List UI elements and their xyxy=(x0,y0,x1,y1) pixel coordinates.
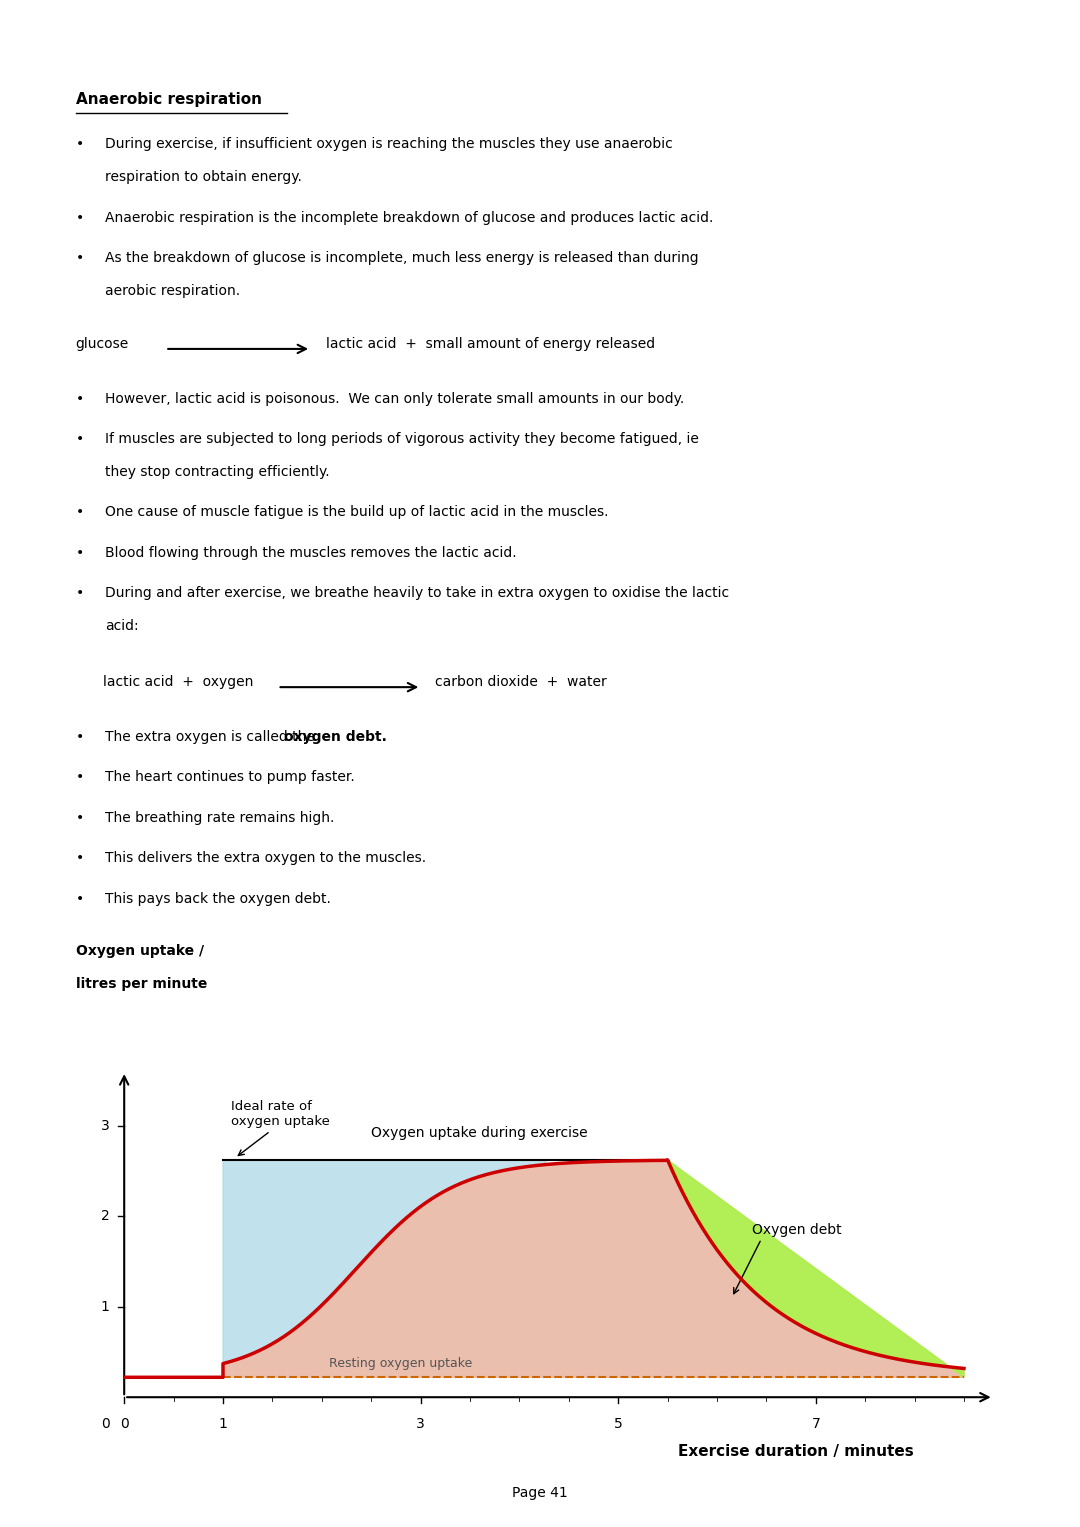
Text: Ideal rate of
oxygen uptake: Ideal rate of oxygen uptake xyxy=(231,1101,329,1128)
Text: This delivers the extra oxygen to the muscles.: This delivers the extra oxygen to the mu… xyxy=(105,851,426,866)
Text: One cause of muscle fatigue is the build up of lactic acid in the muscles.: One cause of muscle fatigue is the build… xyxy=(105,505,608,519)
Text: Oxygen uptake during exercise: Oxygen uptake during exercise xyxy=(372,1125,588,1141)
Text: During exercise, if insufficient oxygen is reaching the muscles they use anaerob: During exercise, if insufficient oxygen … xyxy=(105,137,673,151)
Text: 1: 1 xyxy=(100,1299,109,1313)
Text: The extra oxygen is called the: The extra oxygen is called the xyxy=(105,730,319,744)
Text: oxygen debt.: oxygen debt. xyxy=(284,730,387,744)
Text: •: • xyxy=(76,211,84,224)
Polygon shape xyxy=(222,1161,964,1377)
Text: aerobic respiration.: aerobic respiration. xyxy=(105,284,240,298)
Text: 2: 2 xyxy=(100,1209,109,1223)
Text: This pays back the oxygen debt.: This pays back the oxygen debt. xyxy=(105,892,330,906)
Text: Anaerobic respiration is the incomplete breakdown of glucose and produces lactic: Anaerobic respiration is the incomplete … xyxy=(105,211,713,224)
Text: 3: 3 xyxy=(100,1118,109,1133)
Text: During and after exercise, we breathe heavily to take in extra oxygen to oxidise: During and after exercise, we breathe he… xyxy=(105,586,729,600)
Text: •: • xyxy=(76,892,84,906)
Text: acid:: acid: xyxy=(105,618,138,634)
Text: The breathing rate remains high.: The breathing rate remains high. xyxy=(105,811,334,825)
Text: •: • xyxy=(76,505,84,519)
Text: 1: 1 xyxy=(218,1417,228,1431)
Text: •: • xyxy=(76,250,84,266)
Text: •: • xyxy=(76,432,84,446)
Text: Exercise duration / minutes: Exercise duration / minutes xyxy=(678,1445,914,1460)
Text: carbon dioxide  +  water: carbon dioxide + water xyxy=(435,675,607,689)
Text: •: • xyxy=(76,545,84,560)
Polygon shape xyxy=(667,1161,964,1377)
Text: As the breakdown of glucose is incomplete, much less energy is released than dur: As the breakdown of glucose is incomplet… xyxy=(105,250,699,266)
Text: litres per minute: litres per minute xyxy=(76,977,207,991)
Text: However, lactic acid is poisonous.  We can only tolerate small amounts in our bo: However, lactic acid is poisonous. We ca… xyxy=(105,391,684,406)
Text: Oxygen debt: Oxygen debt xyxy=(752,1223,841,1237)
Text: •: • xyxy=(76,770,84,785)
Text: •: • xyxy=(76,137,84,151)
Text: •: • xyxy=(76,730,84,744)
Text: 3: 3 xyxy=(416,1417,424,1431)
Text: lactic acid  +  small amount of energy released: lactic acid + small amount of energy rel… xyxy=(326,336,656,351)
Polygon shape xyxy=(222,1161,545,1364)
Text: they stop contracting efficiently.: they stop contracting efficiently. xyxy=(105,464,329,479)
Text: Blood flowing through the muscles removes the lactic acid.: Blood flowing through the muscles remove… xyxy=(105,545,516,560)
Text: 7: 7 xyxy=(811,1417,820,1431)
Text: lactic acid  +  oxygen: lactic acid + oxygen xyxy=(103,675,253,689)
Text: The heart continues to pump faster.: The heart continues to pump faster. xyxy=(105,770,354,785)
Text: glucose: glucose xyxy=(76,336,129,351)
Text: If muscles are subjected to long periods of vigorous activity they become fatigu: If muscles are subjected to long periods… xyxy=(105,432,699,446)
Text: 0: 0 xyxy=(100,1417,109,1431)
Text: Anaerobic respiration: Anaerobic respiration xyxy=(76,92,261,107)
Text: •: • xyxy=(76,391,84,406)
Text: respiration to obtain energy.: respiration to obtain energy. xyxy=(105,171,301,185)
Text: •: • xyxy=(76,811,84,825)
Text: Oxygen uptake /: Oxygen uptake / xyxy=(76,944,204,959)
Text: 5: 5 xyxy=(613,1417,622,1431)
Text: •: • xyxy=(76,851,84,866)
Text: 0: 0 xyxy=(120,1417,129,1431)
Text: Resting oxygen uptake: Resting oxygen uptake xyxy=(329,1358,472,1370)
Text: •: • xyxy=(76,586,84,600)
Text: Page 41: Page 41 xyxy=(512,1486,568,1501)
